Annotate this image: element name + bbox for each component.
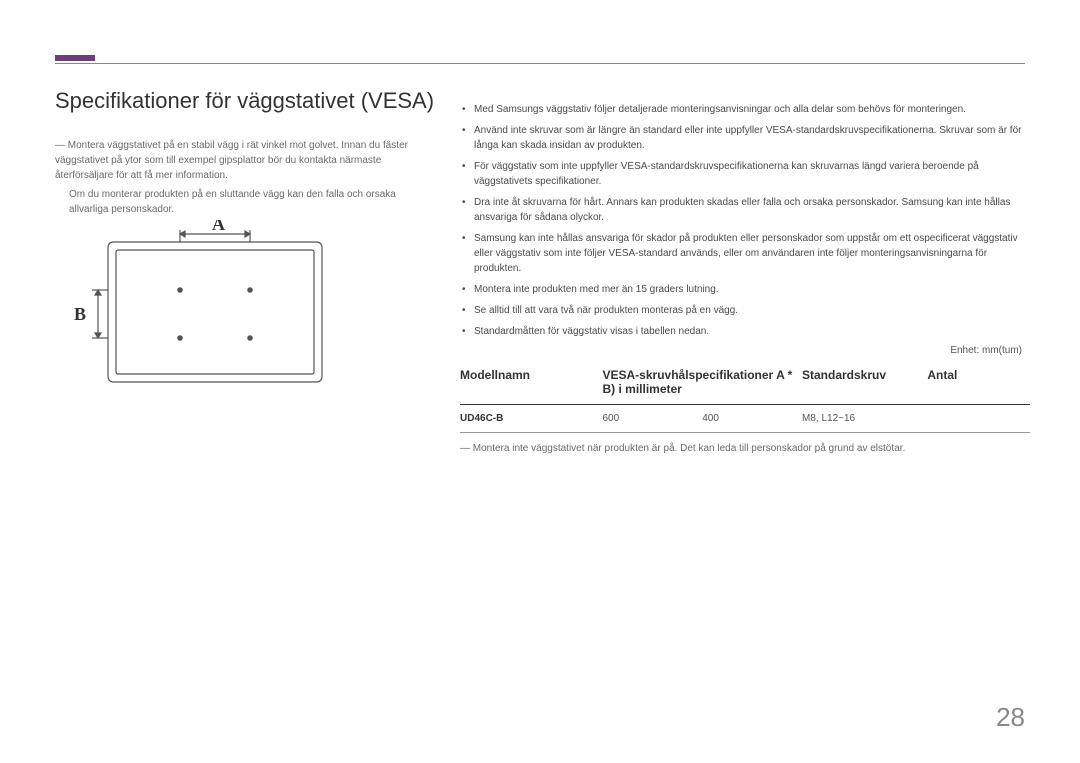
right-column: Med Samsungs väggstativ följer detaljera…: [460, 102, 1030, 454]
diagram-label-b: B: [74, 304, 86, 324]
th-model: Modellnamn: [460, 362, 603, 405]
bullet-item: Se alltid till att vara två när produkte…: [460, 303, 1030, 318]
page-number: 28: [996, 702, 1025, 733]
bullet-item: Samsung kan inte hållas ansvariga för sk…: [460, 231, 1030, 276]
bullet-item: Använd inte skruvar som är längre än sta…: [460, 123, 1030, 153]
footnote: Montera inte väggstativet när produkten …: [460, 443, 1030, 454]
left-column: Montera väggstativet på en stabil vägg i…: [55, 138, 420, 217]
cell-vesa-a: 600: [603, 405, 703, 433]
page-title: Specifikationer för väggstativet (VESA): [55, 88, 434, 114]
note-secondary: Om du monterar produkten på en sluttande…: [55, 187, 420, 217]
th-vesa: VESA-skruvhålspecifikationer A * B) i mi…: [603, 362, 803, 405]
spec-table: Modellnamn VESA-skruvhålspecifikationer …: [460, 362, 1030, 433]
cell-model: UD46C-B: [460, 405, 603, 433]
bullet-item: Standardmåtten för väggstativ visas i ta…: [460, 324, 1030, 339]
cell-screw: M8, L12~16: [802, 405, 927, 433]
accent-bar: [55, 55, 95, 61]
cell-vesa-b: 400: [702, 405, 802, 433]
note-primary: Montera väggstativet på en stabil vägg i…: [55, 138, 420, 183]
diagram-label-a: A: [212, 220, 225, 234]
bullet-item: Dra inte åt skruvarna för hårt. Annars k…: [460, 195, 1030, 225]
th-qty: Antal: [927, 362, 1030, 405]
bullet-item: Med Samsungs väggstativ följer detaljera…: [460, 102, 1030, 117]
bullet-item: Montera inte produkten med mer än 15 gra…: [460, 282, 1030, 297]
top-rule: [55, 63, 1025, 64]
unit-label: Enhet: mm(tum): [460, 345, 1030, 356]
th-screw: Standardskruv: [802, 362, 927, 405]
bullet-list: Med Samsungs väggstativ följer detaljera…: [460, 102, 1030, 339]
vesa-diagram: A B: [70, 220, 330, 410]
table-row: UD46C-B 600 400 M8, L12~16: [460, 405, 1030, 433]
cell-qty: [927, 405, 1030, 433]
bullet-item: För väggstativ som inte uppfyller VESA-s…: [460, 159, 1030, 189]
